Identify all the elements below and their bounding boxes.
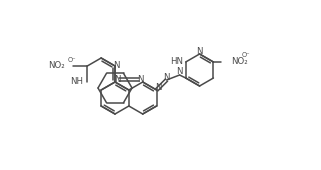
Text: O⁻: O⁻ [241, 52, 250, 58]
Text: N: N [137, 74, 144, 83]
Text: NO₂: NO₂ [48, 62, 65, 71]
Text: N: N [155, 83, 162, 92]
Text: N: N [196, 47, 203, 56]
Text: N: N [163, 72, 170, 81]
Text: NO₂: NO₂ [231, 57, 248, 66]
Text: NH: NH [70, 78, 83, 87]
Text: O⁻: O⁻ [68, 57, 76, 63]
Text: N: N [176, 67, 183, 76]
Text: HN: HN [170, 56, 183, 65]
Text: N: N [114, 74, 120, 83]
Text: N: N [113, 62, 119, 71]
